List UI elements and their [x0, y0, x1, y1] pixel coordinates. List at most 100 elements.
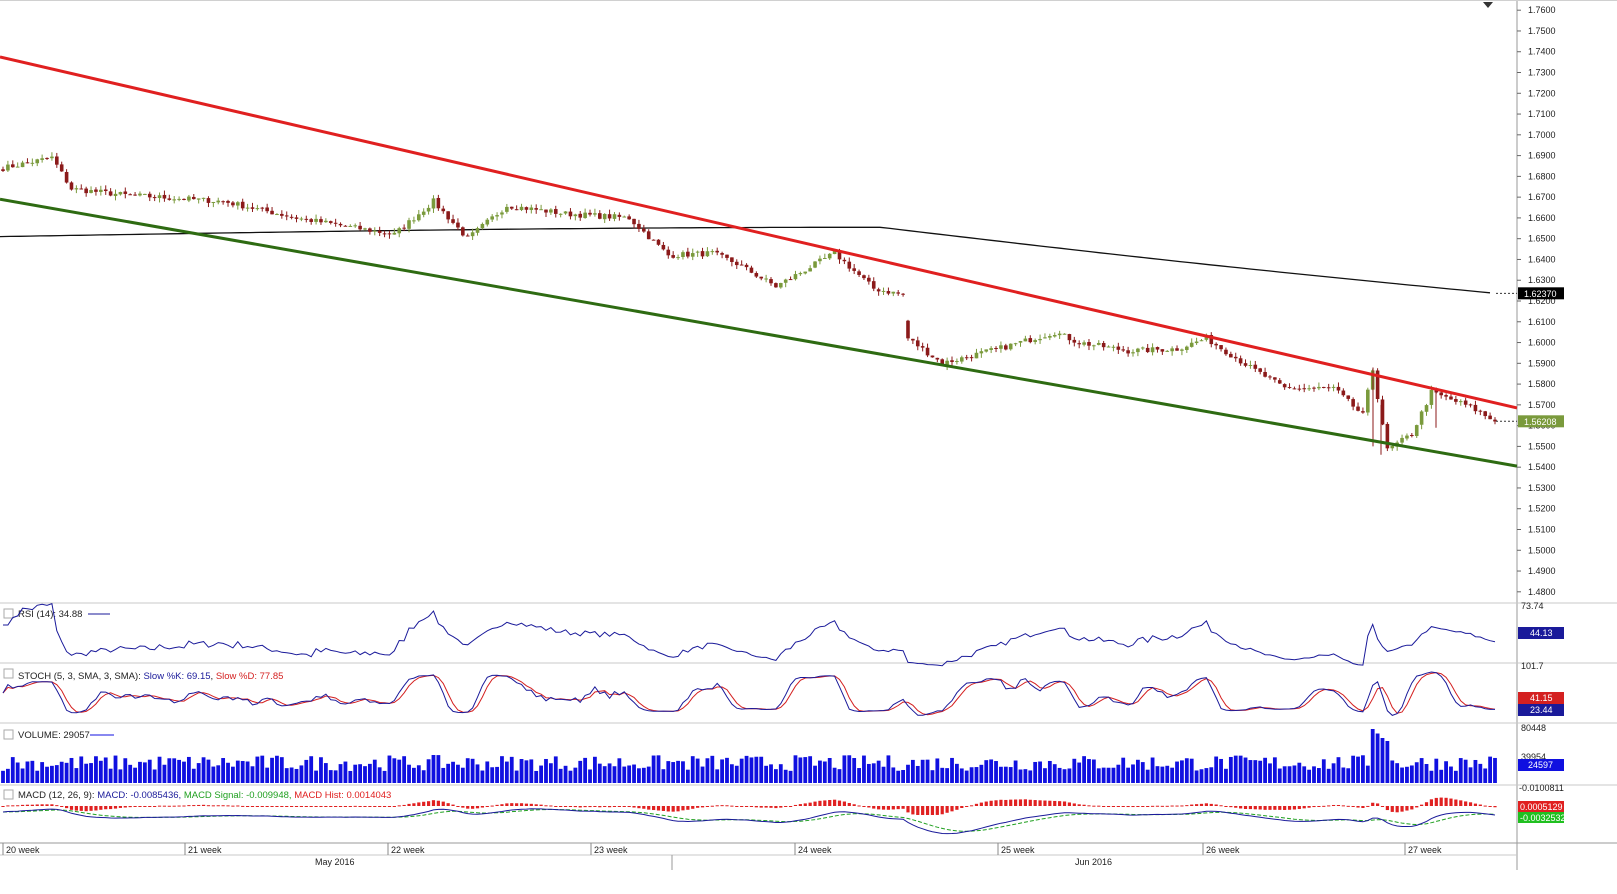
macd-hist-bar	[529, 803, 533, 806]
macd-hist-bar	[490, 805, 494, 807]
volume-bar	[382, 770, 387, 783]
candle	[133, 192, 137, 196]
volume-bar	[1, 770, 5, 783]
svg-text:MACD (12, 26, 9): MACD: -0.008: MACD (12, 26, 9): MACD: -0.0085436, MACD…	[18, 790, 391, 801]
macd-hist-bar	[280, 806, 284, 807]
macd-hist-bar	[133, 806, 137, 807]
macd-hist-bar	[681, 806, 685, 811]
candle-body	[162, 194, 167, 199]
volume-bar	[568, 770, 573, 783]
volume-bar	[1341, 767, 1346, 783]
stoch-top-tick: 101.7	[1521, 661, 1544, 671]
price-tick-label: 1.7600	[1528, 5, 1556, 15]
volume-bar	[138, 761, 142, 783]
volume-bar	[284, 768, 289, 783]
volume-bar	[186, 756, 191, 783]
candle-body	[1253, 364, 1258, 369]
macd-hist-bar	[916, 806, 920, 815]
volume-bar	[1194, 770, 1199, 783]
volume-bar	[1336, 757, 1341, 783]
macd-hist-bar	[984, 801, 988, 806]
candle-body	[969, 357, 974, 359]
candle-body	[284, 215, 289, 217]
candle	[1155, 346, 1160, 353]
candle-body	[1341, 390, 1346, 396]
volume-bar	[128, 764, 133, 783]
macd-hist-bar	[1111, 806, 1116, 807]
volume-bar	[1008, 767, 1013, 783]
trendlines[interactable]	[0, 55, 1518, 468]
candle-body	[40, 158, 44, 160]
macd-hist-bar	[1273, 806, 1277, 810]
volume-bar	[1067, 768, 1072, 783]
candle	[700, 247, 705, 259]
volume-bar	[353, 764, 358, 783]
candle-body	[862, 275, 866, 279]
candle-body	[1111, 346, 1116, 348]
candle-body	[1189, 342, 1194, 347]
candle	[113, 189, 118, 201]
candle	[901, 293, 905, 297]
macd-hist-bar	[666, 806, 670, 812]
macd-hist-bar	[407, 803, 411, 806]
macd-hist-bar	[979, 802, 983, 806]
volume-bar	[250, 766, 255, 783]
macd-hist-bar	[353, 805, 357, 807]
macd-hist-bar	[857, 805, 861, 807]
candle	[1145, 344, 1150, 354]
candle	[480, 222, 485, 230]
candle-body	[656, 239, 661, 245]
candle	[226, 199, 230, 207]
pane-collapse-box[interactable]	[3, 789, 14, 800]
candle-body	[79, 188, 84, 190]
macd-hist-bar	[989, 800, 993, 806]
candle	[925, 343, 930, 358]
candle	[1488, 412, 1492, 420]
candle-body	[1077, 343, 1081, 345]
volume-bar	[959, 768, 964, 783]
volume-bar	[646, 766, 651, 783]
last-price-badge: 1.56208	[1524, 417, 1557, 427]
candle	[294, 214, 299, 223]
candle-body	[1057, 333, 1062, 336]
macd-label: MACD: -0.0085436,	[97, 790, 184, 801]
volume-bar	[896, 770, 901, 783]
pane-collapse-box[interactable]	[3, 668, 14, 679]
volume-bar	[1292, 765, 1297, 783]
candle	[358, 221, 362, 231]
macd-hist-bar	[671, 806, 675, 812]
volume-bar	[901, 769, 905, 783]
pane-collapse-box[interactable]	[3, 729, 14, 740]
volume-bar	[994, 761, 998, 783]
candle-body	[30, 162, 35, 164]
macd-hist-bar	[627, 806, 631, 808]
candle-body	[1008, 343, 1013, 350]
candle	[1410, 433, 1414, 438]
volume-tick-mid: 39954	[1521, 752, 1546, 762]
candle	[69, 181, 74, 191]
macd-hist-bar	[216, 805, 220, 807]
candle	[20, 160, 25, 168]
macd-hist-bar	[1214, 804, 1218, 806]
candle-body	[226, 200, 230, 203]
macd-hist-bar	[1170, 805, 1174, 807]
candle	[15, 162, 20, 168]
volume-bar	[1390, 760, 1395, 783]
candle-body	[1405, 435, 1409, 439]
time-tick-label: 27 week	[1408, 845, 1442, 855]
candle	[1018, 340, 1023, 347]
candle-body	[1380, 399, 1385, 425]
candle-body	[720, 253, 724, 255]
volume-bar	[871, 763, 876, 783]
macd-hist-bar	[847, 802, 851, 806]
chart-menu-dropdown-icon[interactable]	[1481, 0, 1495, 10]
candle-body	[1273, 377, 1277, 380]
moving-average-path	[0, 226, 1491, 294]
last-price-badge-bg	[1518, 415, 1564, 428]
macd-hist-bar	[823, 800, 827, 806]
candle-body	[1194, 341, 1199, 344]
pane-collapse-box[interactable]	[3, 608, 14, 619]
macd-hist-bar	[828, 799, 832, 806]
volume-bar	[504, 761, 509, 783]
